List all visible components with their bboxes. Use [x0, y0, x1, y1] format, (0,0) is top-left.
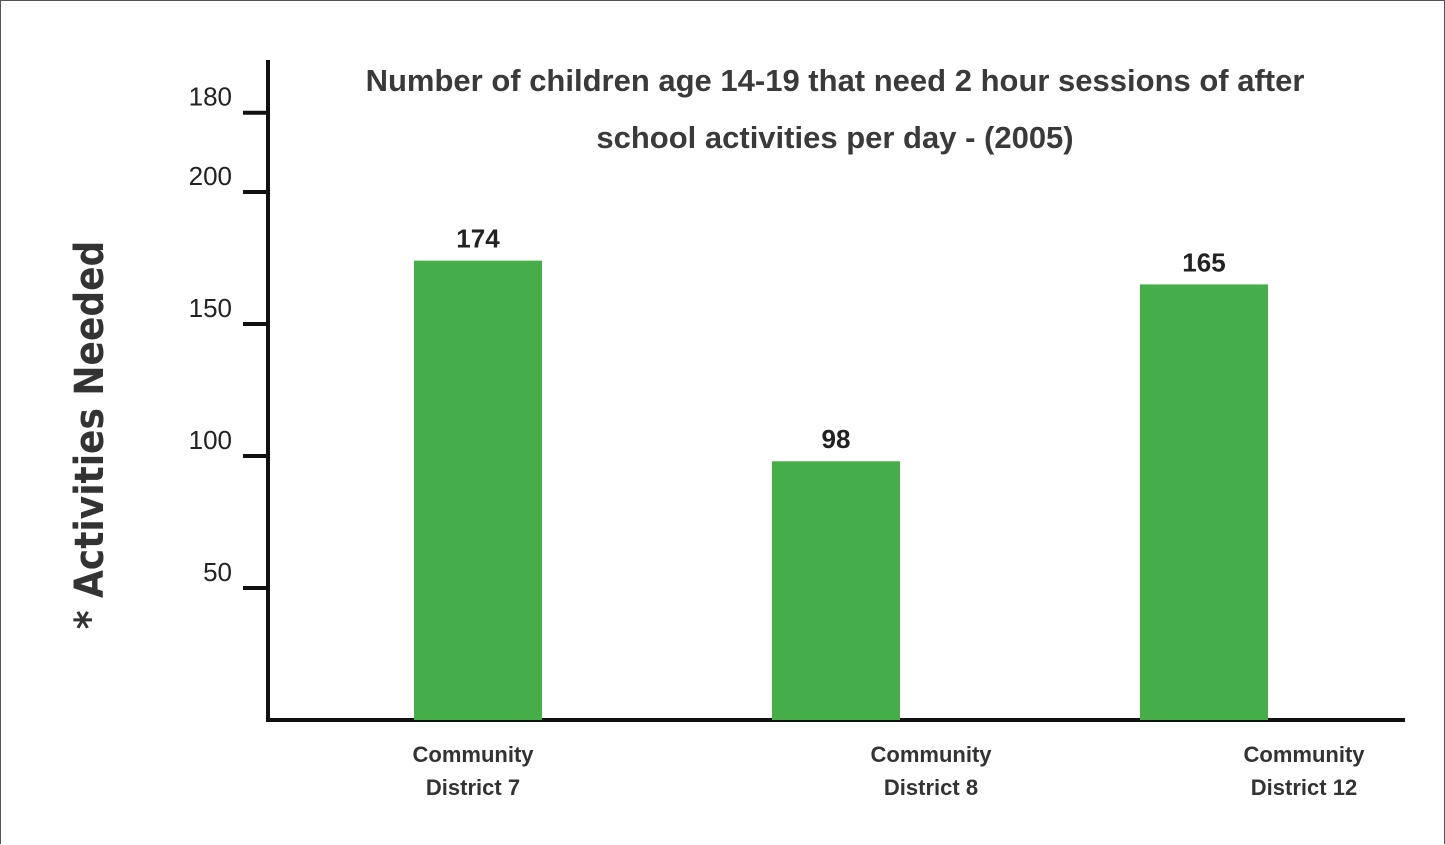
value-label: 98	[822, 424, 851, 454]
y-tick-label: 200	[189, 161, 232, 191]
bar	[772, 461, 900, 720]
x-tick-label: Community District 12	[1243, 742, 1365, 800]
bar	[1140, 284, 1268, 720]
value-label: 165	[1182, 247, 1225, 277]
value-label: 174	[456, 224, 500, 254]
y-tick-label: 100	[189, 425, 232, 455]
bar	[414, 260, 542, 720]
chart-title: Number of children age 14-19 that need 2…	[365, 63, 1305, 155]
y-tick-label: 180	[189, 82, 232, 112]
y-tick-label: 150	[189, 293, 232, 323]
x-tick-label: Community District 8	[870, 742, 992, 800]
y-tick-label: 50	[203, 557, 232, 587]
y-axis-label: * Activities Needed	[67, 241, 113, 630]
x-tick-label: Community District 7	[412, 742, 534, 800]
